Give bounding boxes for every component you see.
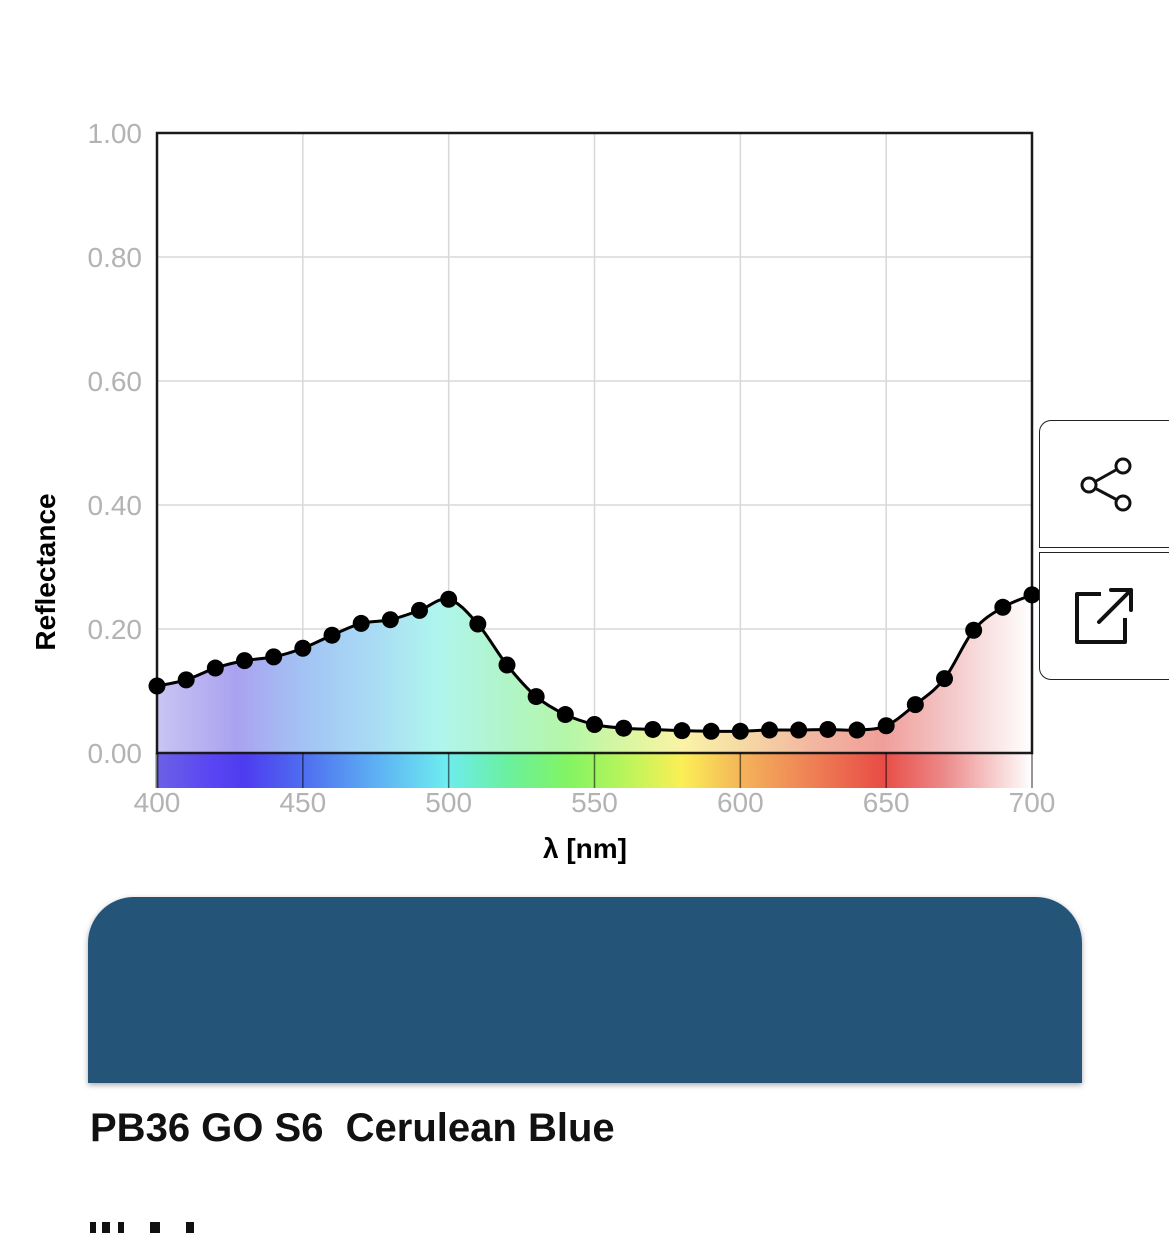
data-point <box>177 671 195 689</box>
x-tick-label: 400 <box>134 787 181 818</box>
data-point <box>440 590 458 608</box>
data-point <box>936 670 953 688</box>
data-point <box>323 626 341 644</box>
color-swatch <box>88 897 1082 1083</box>
data-point <box>790 721 808 739</box>
data-point <box>527 688 545 706</box>
data-point <box>819 720 837 738</box>
x-tick-label: 650 <box>863 787 910 818</box>
y-tick-label: 0.00 <box>88 738 143 769</box>
data-point <box>965 621 983 639</box>
data-point <box>731 722 749 740</box>
data-point <box>381 611 399 629</box>
data-point <box>877 717 895 735</box>
data-point <box>352 614 370 632</box>
share-button[interactable] <box>1039 420 1169 548</box>
data-point <box>644 720 662 738</box>
x-tick-label: 700 <box>1009 787 1056 818</box>
x-tick-label: 600 <box>717 787 764 818</box>
x-axis-title: λ [nm] <box>543 833 627 864</box>
grid-lines <box>157 133 1032 753</box>
pigment-title: PB36 GO S6 Cerulean Blue <box>90 1106 615 1150</box>
data-point <box>294 639 312 657</box>
external-link-icon <box>1074 588 1133 644</box>
band-ticks <box>155 753 1033 788</box>
data-point <box>265 648 283 666</box>
x-tick-labels: 400 450 500 550 600 650 700 <box>134 787 1056 818</box>
data-point <box>586 715 603 733</box>
data-point <box>148 677 166 695</box>
y-tick-label: 0.80 <box>88 242 143 273</box>
data-point <box>206 659 224 677</box>
data-point <box>236 652 253 670</box>
y-axis-title: Reflectance <box>30 493 61 650</box>
data-point <box>848 721 866 739</box>
x-tick-label: 550 <box>571 787 618 818</box>
data-point <box>411 601 428 619</box>
open-external-button[interactable] <box>1039 552 1169 680</box>
reflectance-area <box>157 594 1032 753</box>
x-tick-label: 500 <box>425 787 472 818</box>
data-point <box>673 722 691 740</box>
data-point <box>615 719 633 737</box>
x-tick-label: 450 <box>279 787 326 818</box>
data-point <box>1023 586 1041 604</box>
y-tick-label: 1.00 <box>88 118 143 149</box>
reflectance-chart: 400 450 500 550 600 650 700 0.000.200.400.600.… <box>30 118 1056 864</box>
data-point <box>994 598 1012 616</box>
cutoff-next-section <box>90 1216 230 1233</box>
y-tick-label: 0.40 <box>88 490 143 521</box>
data-point <box>498 656 516 674</box>
data-point <box>469 615 487 633</box>
data-point <box>702 722 720 740</box>
y-tick-label: 0.60 <box>88 366 143 397</box>
share-icon <box>1080 457 1131 512</box>
data-point <box>906 696 924 714</box>
data-point <box>556 706 574 724</box>
y-tick-labels: 0.00 0.20 0.40 0.60 0.80 1.00 <box>88 118 143 769</box>
data-point <box>761 721 778 739</box>
data-points <box>148 586 1041 740</box>
y-tick-label: 0.20 <box>88 614 143 645</box>
